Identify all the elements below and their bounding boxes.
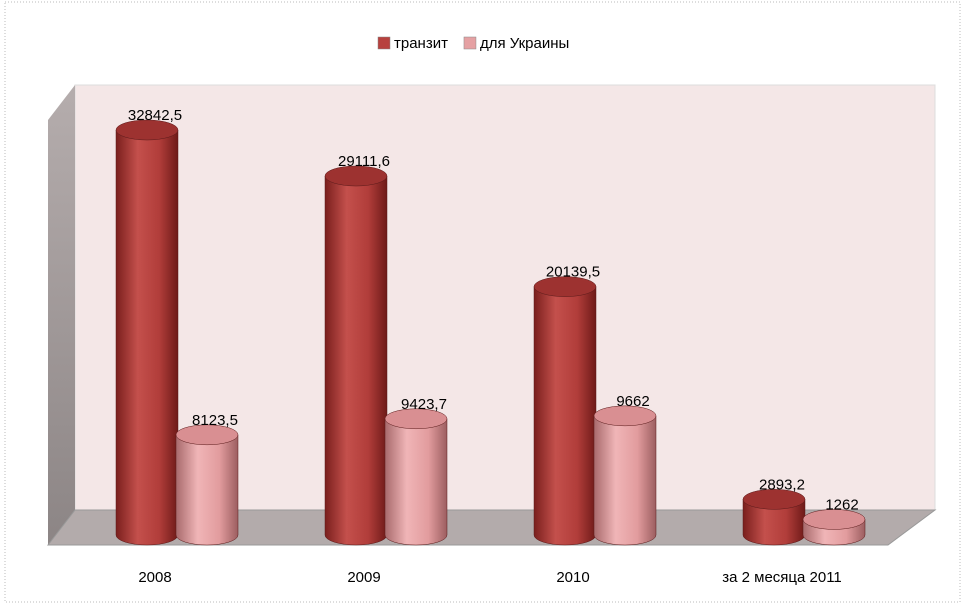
data-label: 9662 [616, 393, 649, 410]
data-label: 32842,5 [128, 107, 182, 124]
cylinder-top [384, 408, 448, 430]
x-tick-label: 2009 [347, 569, 380, 586]
cylinder-top [324, 165, 388, 187]
floor [46, 509, 937, 546]
data-label: 1262 [825, 496, 858, 513]
cylinder-top [175, 424, 239, 446]
cylinder-body [175, 434, 239, 546]
cylinder-top [593, 405, 657, 427]
legend-swatch [377, 36, 391, 50]
legend-label: для Украины [480, 35, 569, 52]
data-label: 9423,7 [401, 396, 447, 413]
cylinder-body [115, 129, 179, 546]
legend-swatch [463, 36, 477, 50]
cylinder-body [593, 415, 657, 546]
data-label: 2893,2 [759, 476, 805, 493]
data-label: 29111,6 [338, 153, 390, 170]
cylinder-top [802, 509, 866, 530]
x-tick-label: 2010 [556, 569, 589, 586]
cylinder-body [533, 286, 597, 546]
x-tick-label: 2008 [138, 569, 171, 586]
data-label: 20139,5 [546, 264, 600, 281]
cylinder-body [324, 175, 388, 546]
cylinder-top [115, 119, 179, 141]
cylinder-top [533, 276, 597, 297]
legend-label: транзит [394, 35, 448, 52]
data-label: 8123,5 [192, 412, 238, 429]
side-wall [48, 85, 75, 545]
cylinder-top [742, 489, 806, 510]
cylinder-body [384, 418, 448, 546]
frame [4, 1, 961, 603]
x-tick-label: за 2 месяца 2011 [722, 569, 842, 586]
